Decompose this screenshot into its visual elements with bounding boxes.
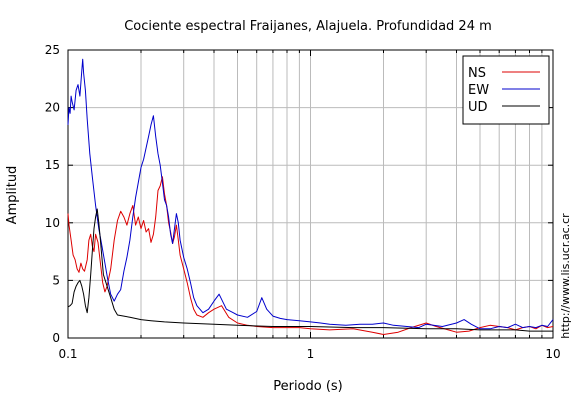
y-tick-label: 15 xyxy=(45,158,60,172)
series-line-ew xyxy=(67,58,554,330)
x-tick-label: 0.1 xyxy=(58,347,77,361)
series-layer xyxy=(67,58,554,335)
legend: NS EW UD xyxy=(462,55,550,125)
series-line-ud xyxy=(67,208,553,332)
x-tick-label: 1 xyxy=(307,347,315,361)
y-tick-label: 20 xyxy=(45,101,60,115)
x-axis-ticks: 0.1 1 10 xyxy=(58,50,561,361)
legend-label-ew: EW xyxy=(468,83,489,98)
x-axis-label: Periodo (s) xyxy=(273,379,343,394)
legend-label-ns: NS xyxy=(468,66,486,81)
legend-label-ud: UD xyxy=(468,100,488,115)
y-axis-label: Amplitud xyxy=(5,166,20,225)
x-tick-label: 10 xyxy=(545,347,560,361)
y-tick-label: 10 xyxy=(45,216,60,230)
y-tick-label: 5 xyxy=(52,273,60,287)
y-tick-label: 0 xyxy=(52,331,60,345)
y-tick-label: 25 xyxy=(45,43,60,57)
chart-title: Cociente espectral Fraijanes, Alajuela. … xyxy=(124,19,492,34)
legend-box xyxy=(462,55,550,125)
source-url: http://www.lis.ucr.ac.cr xyxy=(559,213,572,339)
